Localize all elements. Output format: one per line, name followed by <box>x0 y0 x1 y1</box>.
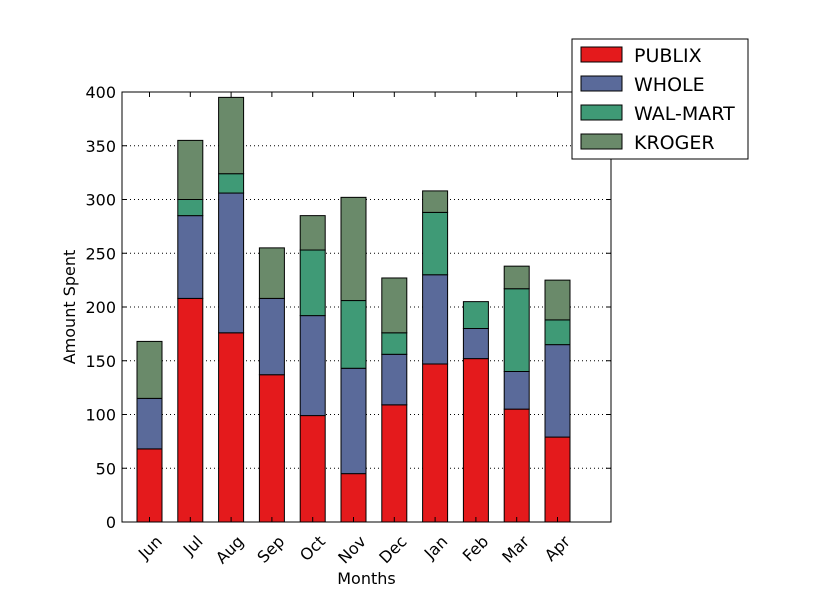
bar-segment-whole-mar <box>503 371 530 410</box>
bar-segment-whole-jan <box>422 274 449 365</box>
bar-segment-whole-dec <box>381 353 408 406</box>
bar-segment-publix-sep <box>258 374 285 523</box>
y-tick-label: 0 <box>106 513 116 532</box>
bar-segment-publix-apr <box>544 436 571 523</box>
bars <box>136 96 571 523</box>
bar-segment-kroger-apr <box>544 279 571 321</box>
bar-segment-whole-aug <box>218 192 245 334</box>
bar-segment-publix-feb <box>462 358 489 523</box>
bar-segment-kroger-oct <box>299 215 326 251</box>
bar-segment-publix-jul <box>177 297 204 523</box>
legend-swatch-wal-mart <box>580 104 623 121</box>
bar-segment-whole-jul <box>177 215 204 299</box>
bar-segment-publix-mar <box>503 408 530 523</box>
bar-segment-whole-apr <box>544 344 571 438</box>
x-tick-label: Feb <box>459 532 492 565</box>
bar-segment-wal-mart-apr <box>544 319 571 346</box>
x-tick-label: Oct <box>296 532 329 565</box>
bar-segment-publix-nov <box>340 473 367 523</box>
bar-segment-whole-oct <box>299 315 326 417</box>
legend: PUBLIX WHOLE WAL-MART KROGER <box>571 38 749 160</box>
bar-segment-kroger-sep <box>258 247 285 299</box>
bar-segment-wal-mart-feb <box>462 301 489 329</box>
legend-label: WHOLE <box>634 74 705 96</box>
bar-segment-kroger-dec <box>381 277 408 334</box>
legend-label: KROGER <box>634 132 715 154</box>
y-tick-label: 400 <box>85 83 116 102</box>
y-tick-label: 300 <box>85 191 116 210</box>
x-tick-label: Dec <box>375 532 410 567</box>
x-axis-label: Months <box>337 569 395 588</box>
y-tick-label: 50 <box>96 459 116 478</box>
x-tick-label: Apr <box>541 532 574 565</box>
bar-segment-wal-mart-dec <box>381 332 408 355</box>
x-tick-label: Nov <box>334 532 370 568</box>
y-tick-label: 200 <box>85 298 116 317</box>
bar-segment-wal-mart-oct <box>299 249 326 317</box>
y-tick-label: 150 <box>85 352 116 371</box>
bar-segment-publix-jan <box>422 363 449 523</box>
bar-segment-whole-sep <box>258 297 285 376</box>
bar-segment-wal-mart-nov <box>340 300 367 369</box>
bar-segment-wal-mart-jan <box>422 211 449 276</box>
legend-label: WAL-MART <box>634 103 735 125</box>
y-tick-label: 100 <box>85 406 116 425</box>
bar-segment-wal-mart-aug <box>218 173 245 194</box>
bar-segment-whole-jun <box>136 397 163 450</box>
bar-segment-kroger-jul <box>177 139 204 200</box>
x-tick-label: Jan <box>420 532 452 564</box>
bar-segment-kroger-jun <box>136 340 163 399</box>
bar-segment-whole-nov <box>340 367 367 475</box>
bar-segment-whole-feb <box>462 328 489 360</box>
bar-segment-kroger-aug <box>218 96 245 175</box>
x-tick-label: Mar <box>498 532 533 567</box>
bar-segment-publix-oct <box>299 415 326 523</box>
y-axis-label: Amount Spent <box>60 250 79 365</box>
bar-segment-publix-aug <box>218 332 245 523</box>
bar-segment-wal-mart-mar <box>503 288 530 373</box>
bar-segment-publix-jun <box>136 448 163 523</box>
y-tick-label: 350 <box>85 137 116 156</box>
bar-segment-kroger-jan <box>422 190 449 213</box>
x-tick-label: Jul <box>179 532 207 560</box>
x-tick-label: Sep <box>253 532 288 567</box>
x-tick-label: Aug <box>212 532 248 568</box>
legend-swatch-kroger <box>580 133 623 150</box>
legend-label: PUBLIX <box>634 45 702 67</box>
y-tick-label: 250 <box>85 244 116 263</box>
bar-segment-kroger-nov <box>340 196 367 302</box>
legend-swatch-publix <box>580 46 623 63</box>
y-axis: 0 50 100 150 200 250 300 350 400 <box>85 83 611 532</box>
bar-segment-wal-mart-jul <box>177 199 204 217</box>
legend-swatch-whole <box>580 75 623 92</box>
bar-segment-publix-dec <box>381 404 408 523</box>
bar-segment-kroger-mar <box>503 265 530 290</box>
x-tick-label: Jun <box>134 532 166 564</box>
